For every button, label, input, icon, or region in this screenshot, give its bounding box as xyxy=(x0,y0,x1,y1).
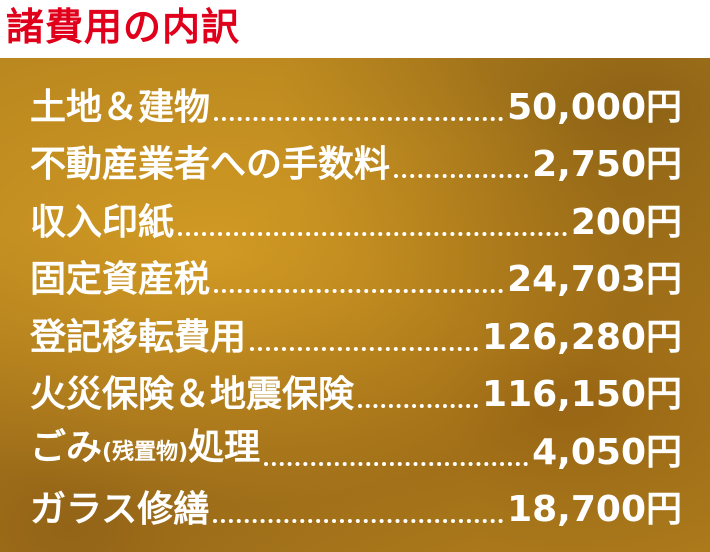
list-item: 固定資産税 24,703円 xyxy=(30,245,682,303)
item-label-main: ごみ xyxy=(30,426,103,468)
item-value: 200円 xyxy=(570,201,682,243)
dotted-leader xyxy=(178,231,567,236)
dotted-leader xyxy=(250,346,479,351)
item-label: 固定資産税 xyxy=(30,259,211,300)
dotted-leader xyxy=(214,289,504,293)
list-item: 登記移転費用 126,280円 xyxy=(30,302,682,360)
item-label: ガラス修繕 xyxy=(30,489,210,530)
item-label: 登記移転費用 xyxy=(30,316,247,358)
dotted-leader xyxy=(264,461,529,466)
item-value: 126,280円 xyxy=(482,316,682,358)
item-value: 24,703円 xyxy=(507,259,682,300)
item-label: 収入印紙 xyxy=(30,201,175,243)
item-label-note: (残置物) xyxy=(102,439,189,465)
list-item: ごみ(残置物)処理 4,050円 xyxy=(30,417,682,475)
page-title: 諸費用の内訳 xyxy=(6,5,241,49)
dotted-leader xyxy=(214,116,504,121)
list-item: 収入印紙 200円 xyxy=(30,187,682,245)
cost-breakdown-panel: 土地＆建物 50,000円 不動産業者への手数料 2,750円 収入印紙 200円 固… xyxy=(0,58,710,552)
item-value: 2,750円 xyxy=(532,144,682,185)
list-item: 火災保険＆地震保険 116,150円 xyxy=(30,360,682,418)
item-label: ごみ(残置物)処理 xyxy=(30,426,260,475)
item-label: 不動産業者への手数料 xyxy=(30,144,391,185)
item-value: 116,150円 xyxy=(482,374,682,415)
list-item: ガラス修繕 18,700円 xyxy=(30,475,682,533)
item-label: 土地＆建物 xyxy=(30,86,211,128)
item-value: 50,000円 xyxy=(507,86,682,128)
item-value: 18,700円 xyxy=(507,489,682,530)
dotted-leader xyxy=(213,519,504,523)
item-value: 4,050円 xyxy=(532,431,682,473)
dotted-leader xyxy=(358,404,479,408)
list-item: 土地＆建物 50,000円 xyxy=(30,72,682,130)
cost-list: 土地＆建物 50,000円 不動産業者への手数料 2,750円 収入印紙 200円 固… xyxy=(30,72,682,532)
item-label: 火災保険＆地震保険 xyxy=(30,374,355,415)
dotted-leader xyxy=(394,174,529,178)
list-item: 不動産業者への手数料 2,750円 xyxy=(30,130,682,188)
item-label-main: 処理 xyxy=(188,426,261,468)
